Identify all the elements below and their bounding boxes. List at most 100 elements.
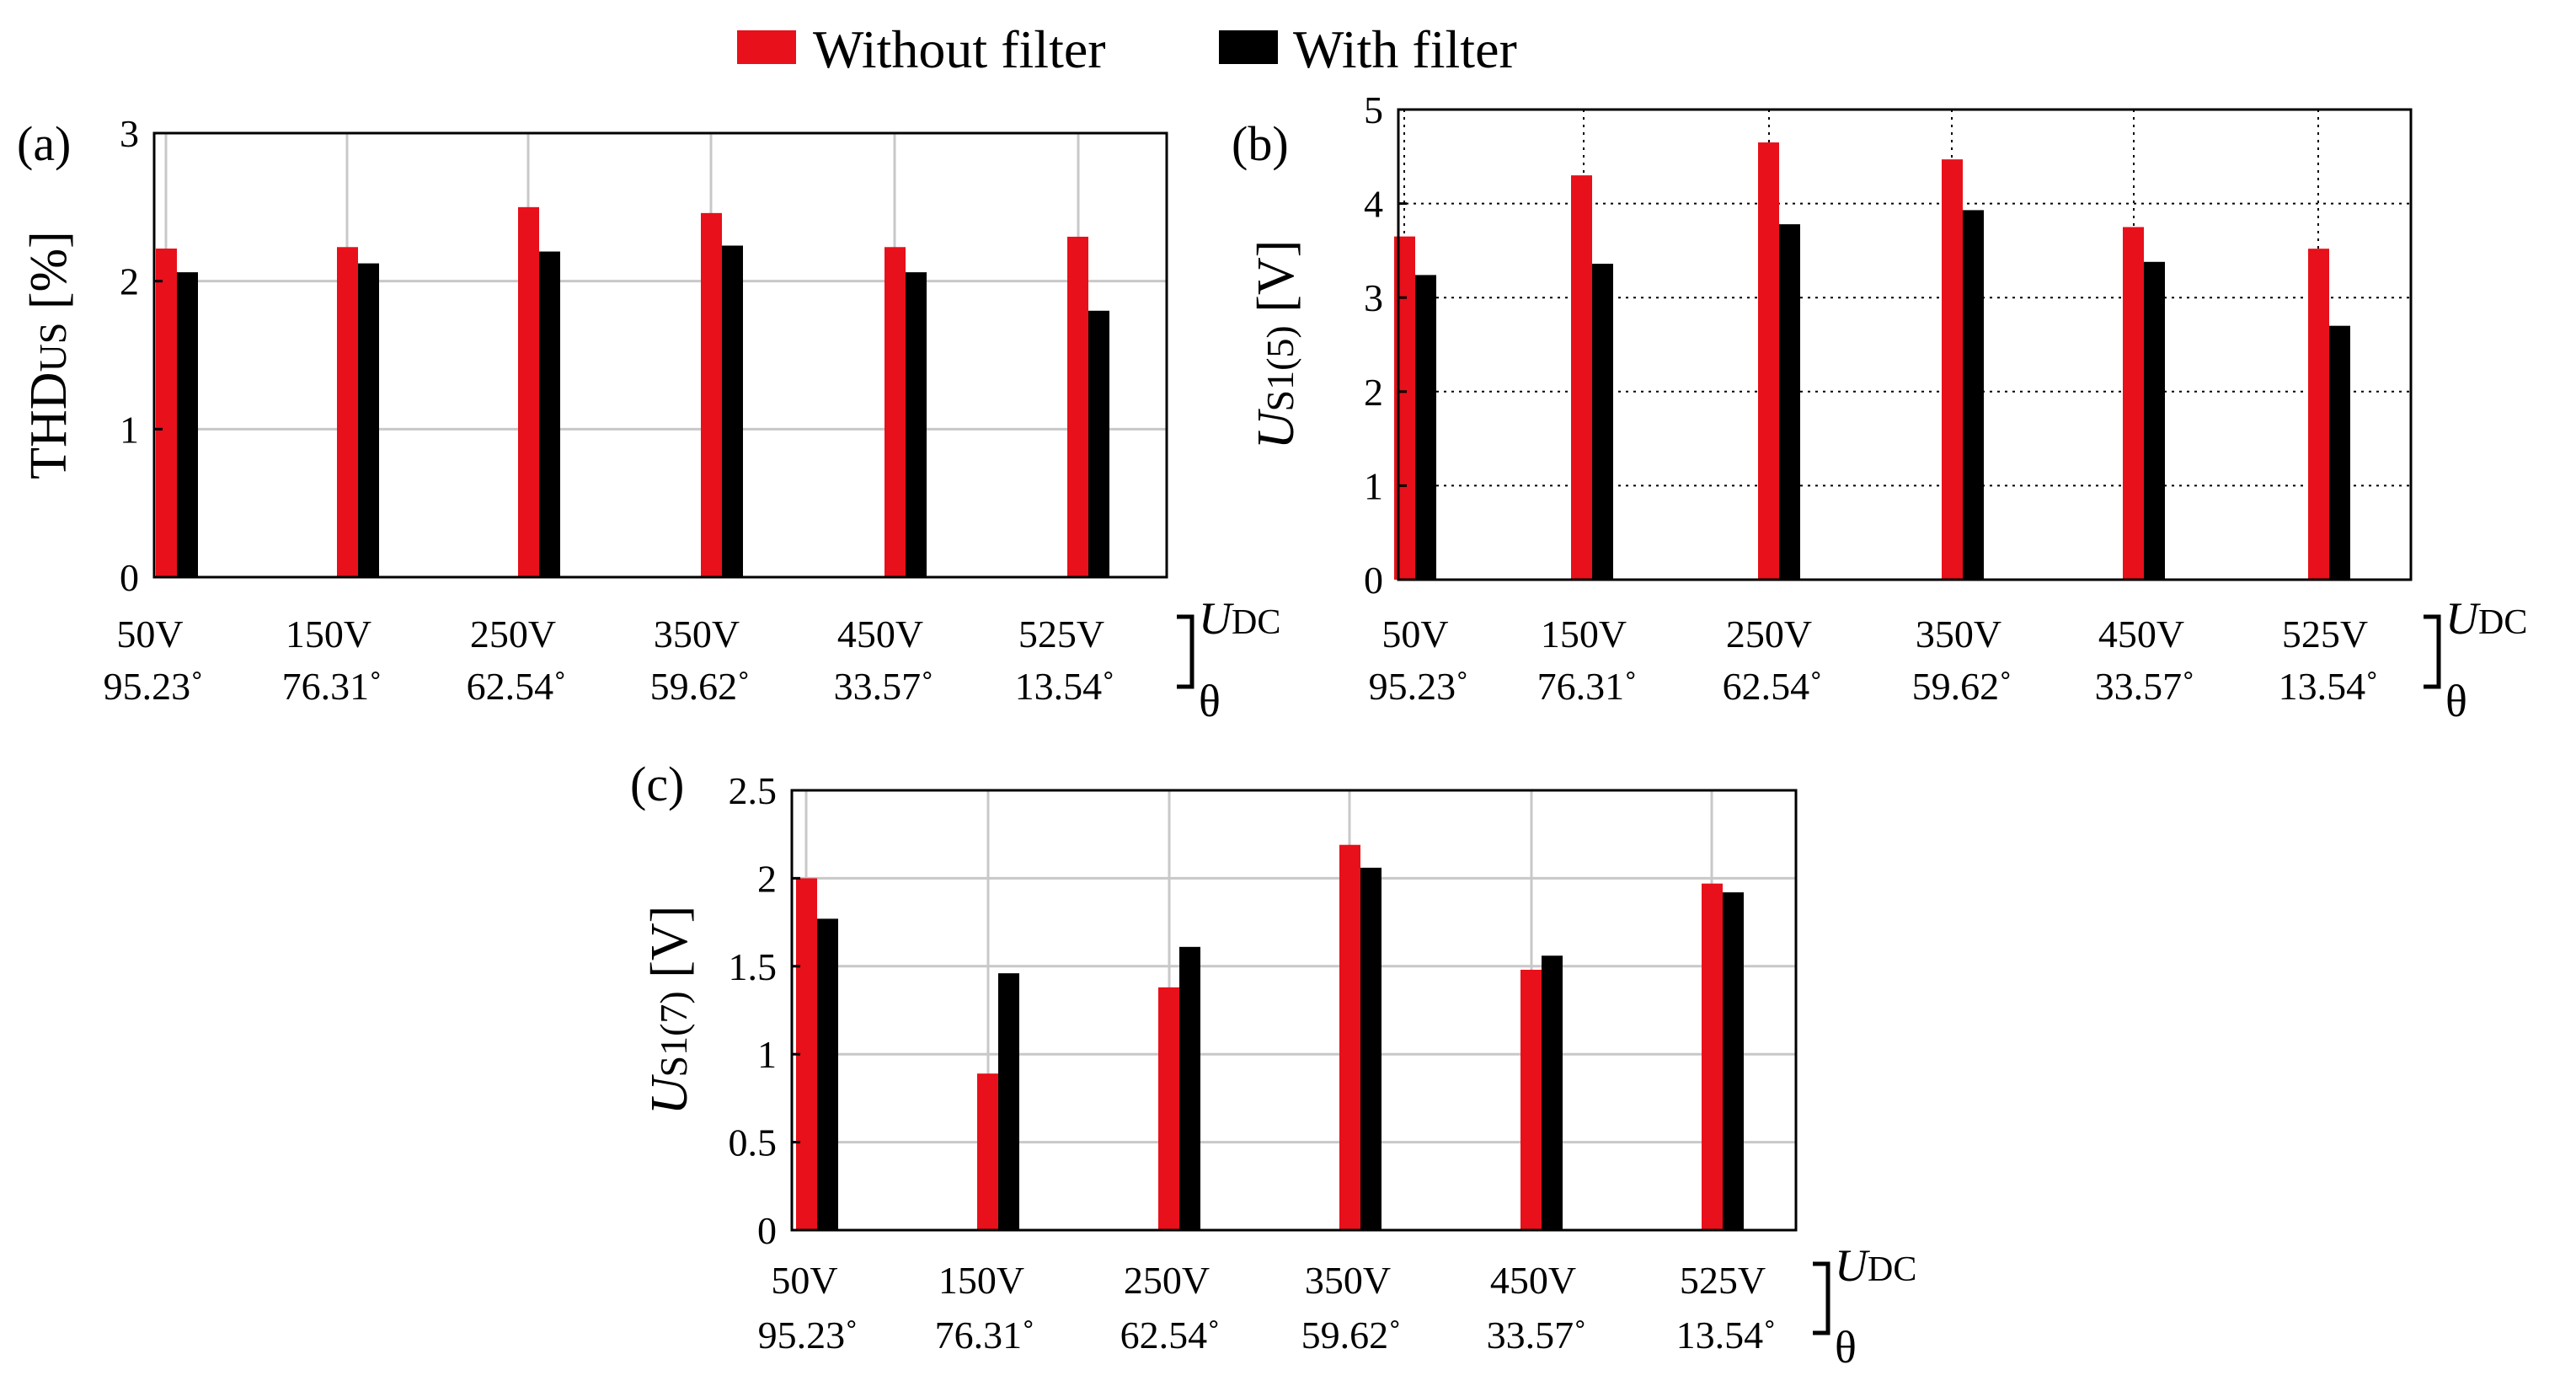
x-tick-label-voltage: 250V xyxy=(1124,1259,1210,1302)
x-tick-label-angle: 76.31˚ xyxy=(282,665,382,708)
y-tick-label: 1 xyxy=(1364,464,1383,507)
bar-with-filter xyxy=(2329,325,2350,580)
category-bracket xyxy=(1813,1261,1830,1335)
category-bracket xyxy=(1177,614,1194,689)
bar-with-filter xyxy=(722,245,743,577)
bar-without-filter xyxy=(884,247,906,577)
bracket-label-theta: θ xyxy=(1199,676,1221,726)
y-axis-label: US1(7) [V] xyxy=(641,906,698,1116)
axis-frame xyxy=(1397,108,2413,581)
x-tick-label-angle: 33.57˚ xyxy=(1487,1314,1587,1357)
legend-label-with-filter: With filter xyxy=(1293,19,1517,79)
bar-without-filter xyxy=(977,1073,998,1230)
x-tick-label-angle: 95.23˚ xyxy=(104,665,204,708)
bar-without-filter xyxy=(337,247,358,577)
y-tick-label: 0.5 xyxy=(729,1121,778,1164)
x-tick-label-angle: 95.23˚ xyxy=(1369,665,1469,708)
y-tick-label: 2 xyxy=(757,857,777,900)
y-tick-label: 0 xyxy=(120,556,139,599)
x-tick-label-voltage: 450V xyxy=(837,613,923,656)
bracket-label-udc: UDC xyxy=(1835,1240,1916,1291)
legend-swatch-without-filter xyxy=(737,30,796,64)
bar-with-filter xyxy=(1542,955,1563,1230)
bar-with-filter xyxy=(358,263,379,577)
x-tick-label-angle: 13.54˚ xyxy=(1015,665,1115,708)
legend-label-without-filter: Without filter xyxy=(813,19,1106,79)
x-tick-label-voltage: 50V xyxy=(771,1259,837,1302)
x-tick-label-voltage: 350V xyxy=(1305,1259,1391,1302)
bar-with-filter xyxy=(1415,275,1436,580)
bar-without-filter xyxy=(518,206,539,578)
bar-with-filter xyxy=(1088,310,1109,577)
y-tick-label: 2 xyxy=(120,260,139,303)
x-tick-label-angle: 33.57˚ xyxy=(2095,665,2195,708)
y-tick-label: 0 xyxy=(757,1209,777,1252)
x-tick-label-voltage: 450V xyxy=(1490,1259,1576,1302)
x-tick-label-voltage: 525V xyxy=(2282,613,2368,656)
x-tick-label-voltage: 50V xyxy=(1382,613,1448,656)
x-tick-label-angle: 62.54˚ xyxy=(467,665,567,708)
bar-with-filter xyxy=(1179,946,1200,1230)
bracket-label-udc: UDC xyxy=(1199,593,1280,644)
bar-with-filter xyxy=(1963,210,1984,581)
y-tick-label: 3 xyxy=(1364,276,1383,319)
y-tick-label: 0 xyxy=(1364,559,1383,602)
bracket-label-udc: UDC xyxy=(2445,593,2527,644)
bar-without-filter xyxy=(1571,175,1592,580)
axis-frame xyxy=(790,789,1798,1232)
y-axis-label: THDUS [%] xyxy=(20,231,77,479)
bar-with-filter xyxy=(906,272,927,577)
y-axis-label: US1(5) [V] xyxy=(1248,240,1305,450)
x-tick-label-voltage: 150V xyxy=(938,1259,1024,1302)
bar-without-filter xyxy=(1158,987,1179,1230)
panel-c-us1-7-chart: 0 0.5 1 1.5 2 2.5 50V 150V 250V 350V 450V 525V 95.23… xyxy=(630,757,1916,1373)
bar-with-filter xyxy=(1779,224,1800,580)
x-tick-label-voltage: 150V xyxy=(286,613,371,656)
x-tick-label-angle: 76.31˚ xyxy=(1537,665,1638,708)
plot-area xyxy=(1398,110,2411,580)
y-tick-label: 1 xyxy=(757,1033,777,1076)
bar-without-filter xyxy=(1520,969,1542,1230)
x-tick-label-voltage: 50V xyxy=(116,613,183,656)
x-tick-label-angle: 59.62˚ xyxy=(1912,665,2012,708)
y-tick-label: 2.5 xyxy=(729,769,778,812)
x-tick-label-voltage: 250V xyxy=(470,613,556,656)
x-tick-label-voltage: 525V xyxy=(1680,1259,1766,1302)
bar-with-filter xyxy=(2144,261,2165,580)
y-tick-label: 1.5 xyxy=(729,945,778,988)
x-tick-label-voltage: 250V xyxy=(1726,613,1812,656)
x-tick-label-angle: 76.31˚ xyxy=(935,1314,1035,1357)
plot-area xyxy=(792,790,1796,1230)
panel-label: (c) xyxy=(630,757,684,811)
panel-label: (a) xyxy=(17,116,71,171)
bar-with-filter xyxy=(817,918,838,1230)
x-tick-label-voltage: 450V xyxy=(2098,613,2184,656)
bracket-label-theta: θ xyxy=(2445,676,2467,726)
bar-without-filter xyxy=(1067,236,1088,577)
panel-label: (b) xyxy=(1232,116,1289,171)
bar-without-filter xyxy=(701,212,722,578)
x-tick-label-angle: 13.54˚ xyxy=(1676,1314,1777,1357)
x-tick-label-angle: 59.62˚ xyxy=(650,665,751,708)
bar-without-filter xyxy=(1942,159,1963,580)
x-tick-label-voltage: 350V xyxy=(654,613,740,656)
bar-without-filter xyxy=(2123,227,2144,580)
bar-with-filter xyxy=(1723,892,1744,1230)
y-tick-label: 3 xyxy=(120,112,139,155)
y-tick-label: 1 xyxy=(120,408,139,451)
bar-without-filter xyxy=(1758,142,1779,580)
bar-with-filter xyxy=(177,272,198,577)
bar-without-filter xyxy=(1339,844,1360,1230)
x-tick-label-angle: 95.23˚ xyxy=(758,1314,858,1357)
axis-frame xyxy=(152,131,1168,579)
x-tick-label-angle: 33.57˚ xyxy=(834,665,934,708)
y-tick-label: 4 xyxy=(1364,183,1383,226)
category-bracket xyxy=(2424,614,2441,689)
bracket-label-theta: θ xyxy=(1835,1322,1857,1373)
x-tick-label-voltage: 350V xyxy=(1916,613,2001,656)
bar-without-filter xyxy=(1702,883,1723,1230)
x-tick-label-angle: 62.54˚ xyxy=(1120,1314,1221,1357)
plot-area xyxy=(154,133,1167,577)
